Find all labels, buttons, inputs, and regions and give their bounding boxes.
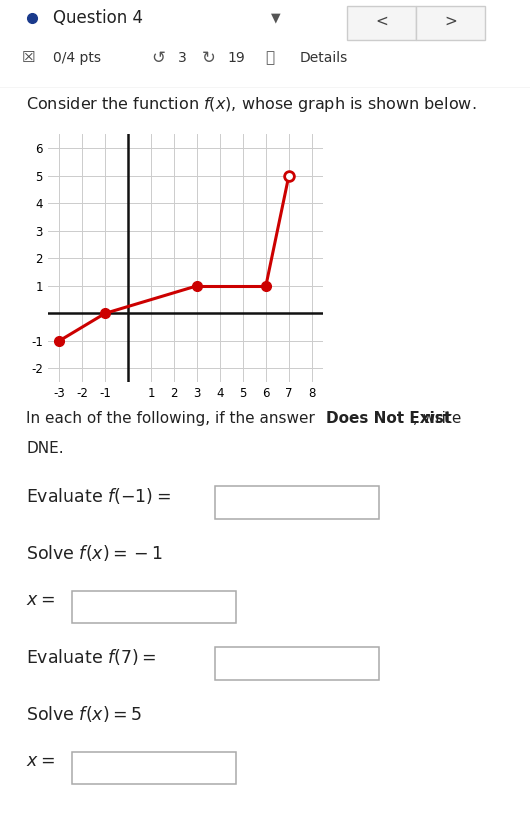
Text: Consider the function $f(x)$, whose graph is shown below.: Consider the function $f(x)$, whose grap… — [26, 96, 477, 114]
Text: DNE.: DNE. — [26, 441, 64, 456]
Text: 19: 19 — [228, 51, 245, 65]
Text: ⓘ: ⓘ — [265, 50, 274, 66]
Text: In each of the following, if the answer: In each of the following, if the answer — [26, 412, 320, 427]
FancyBboxPatch shape — [416, 6, 485, 39]
Text: Evaluate $f(7) =$: Evaluate $f(7) =$ — [26, 647, 157, 667]
FancyBboxPatch shape — [215, 486, 379, 519]
FancyBboxPatch shape — [347, 6, 416, 39]
FancyBboxPatch shape — [215, 647, 379, 680]
FancyBboxPatch shape — [72, 752, 236, 785]
Text: Question 4: Question 4 — [53, 8, 143, 27]
Text: >: > — [444, 13, 457, 29]
Text: Solve $f(x) = 5$: Solve $f(x) = 5$ — [26, 704, 142, 724]
Text: $x =$: $x =$ — [26, 752, 55, 769]
Text: Does Not Exist: Does Not Exist — [326, 412, 451, 427]
Text: Details: Details — [299, 51, 348, 65]
Text: , write: , write — [413, 412, 462, 427]
Text: ↻: ↻ — [201, 49, 215, 67]
Text: Solve $f(x) = -1$: Solve $f(x) = -1$ — [26, 543, 163, 563]
Text: ↺: ↺ — [151, 49, 165, 67]
Text: $x =$: $x =$ — [26, 591, 55, 608]
Text: <: < — [375, 13, 388, 29]
FancyBboxPatch shape — [72, 591, 236, 623]
Text: Evaluate $f(-1) =$: Evaluate $f(-1) =$ — [26, 486, 171, 507]
Text: ▼: ▼ — [271, 11, 280, 24]
Text: ☒: ☒ — [21, 50, 35, 66]
Text: 3: 3 — [178, 51, 187, 65]
Text: 0/4 pts: 0/4 pts — [53, 51, 101, 65]
